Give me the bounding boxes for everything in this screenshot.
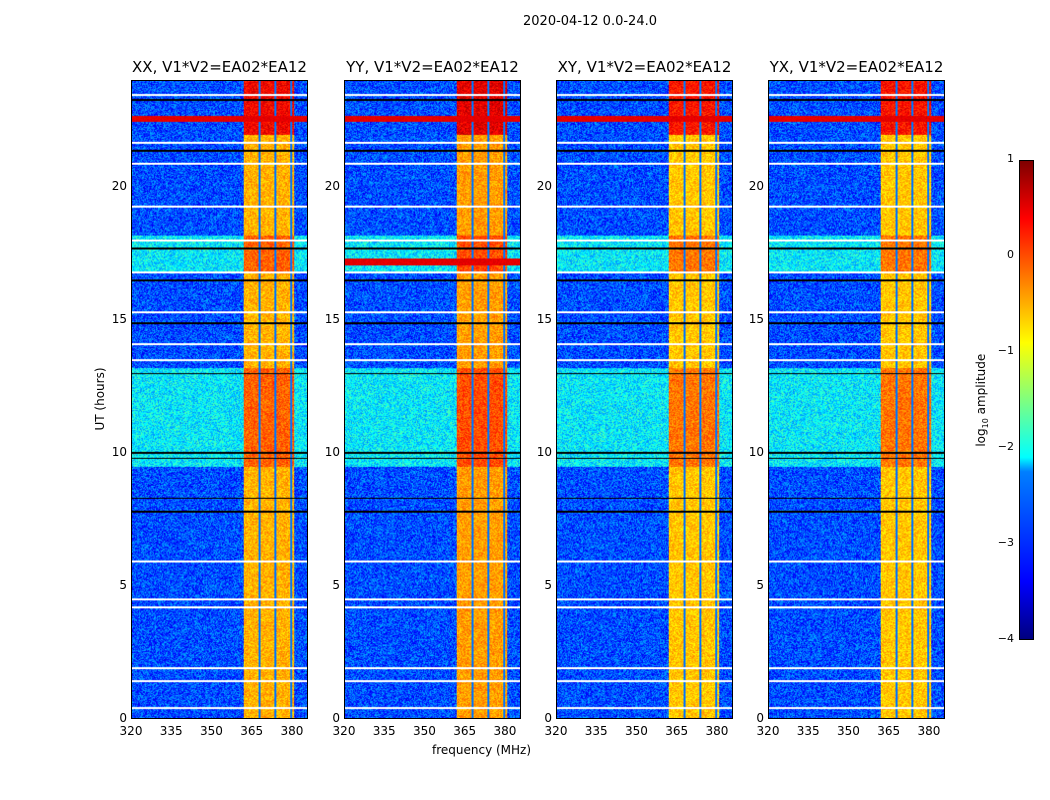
x-tick-label: 320 [332,724,356,738]
colorbar-tick-label: −2 [997,440,1014,453]
heatmap-panel [344,80,521,719]
y-tick-label: 5 [119,577,127,592]
y-tick-label: 5 [332,577,340,592]
heatmap-image [769,81,944,718]
x-tick-label: 380 [917,724,941,738]
y-tick-label: 5 [544,577,552,592]
heatmap-image [345,81,520,718]
y-tick-label: 20 [536,178,552,193]
y-tick-label: 10 [536,444,552,459]
x-tick-label: 380 [280,724,304,738]
x-tick-label: 335 [796,724,820,738]
x-tick-label: 335 [372,724,396,738]
x-tick-label: 350 [413,724,436,738]
y-tick-label: 10 [111,444,127,459]
y-tick-label: 10 [748,444,764,459]
y-tick-label: 0 [544,711,552,725]
heatmap-image [557,81,732,718]
figure-title: 2020-04-12 0.0-24.0 [523,14,657,29]
panel-title: XY, V1*V2=EA02*EA12 [557,58,732,76]
y-tick-label: 15 [324,311,340,326]
y-tick-label: 15 [111,311,127,326]
heatmap-panel [768,80,945,719]
y-tick-label: 20 [111,178,127,193]
x-tick-label: 320 [544,724,568,738]
x-tick-label: 335 [584,724,608,738]
x-tick-label: 365 [240,724,264,738]
x-tick-label: 380 [493,724,517,738]
y-tick-label: 15 [536,311,552,326]
x-tick-label: 365 [665,724,689,738]
heatmap-panel [131,80,308,719]
x-tick-label: 350 [837,724,860,738]
colorbar-tick-label: −3 [997,536,1014,549]
colorbar-tick-label: 1 [1007,152,1014,165]
x-tick-label: 350 [625,724,648,738]
y-tick-label: 20 [324,178,340,193]
y-tick-label: 20 [748,178,764,193]
panel-title: YX, V1*V2=EA02*EA12 [769,58,944,76]
x-tick-label: 320 [119,724,143,738]
x-tick-label: 365 [877,724,901,738]
panel-title: XX, V1*V2=EA02*EA12 [132,58,307,76]
x-tick-label: 365 [453,724,477,738]
x-tick-label: 335 [159,724,183,738]
x-tick-label: 320 [756,724,780,738]
y-tick-label: 0 [756,711,764,725]
x-axis-label: frequency (MHz) [432,743,532,757]
y-axis-label: UT (hours) [93,367,107,431]
y-tick-label: 0 [119,711,127,725]
heatmap-panel [556,80,733,719]
colorbar-tick-label: 0 [1007,248,1014,261]
y-tick-label: 15 [748,311,764,326]
x-tick-label: 380 [705,724,729,738]
y-tick-label: 0 [332,711,340,725]
heatmap-image [132,81,307,718]
y-tick-label: 10 [324,444,340,459]
colorbar-tick-label: −1 [997,344,1014,357]
y-tick-label: 5 [756,577,764,592]
x-tick-label: 350 [200,724,223,738]
colorbar [1019,160,1034,640]
colorbar-tick-label: −4 [997,632,1014,645]
panel-title: YY, V1*V2=EA02*EA12 [346,58,519,76]
